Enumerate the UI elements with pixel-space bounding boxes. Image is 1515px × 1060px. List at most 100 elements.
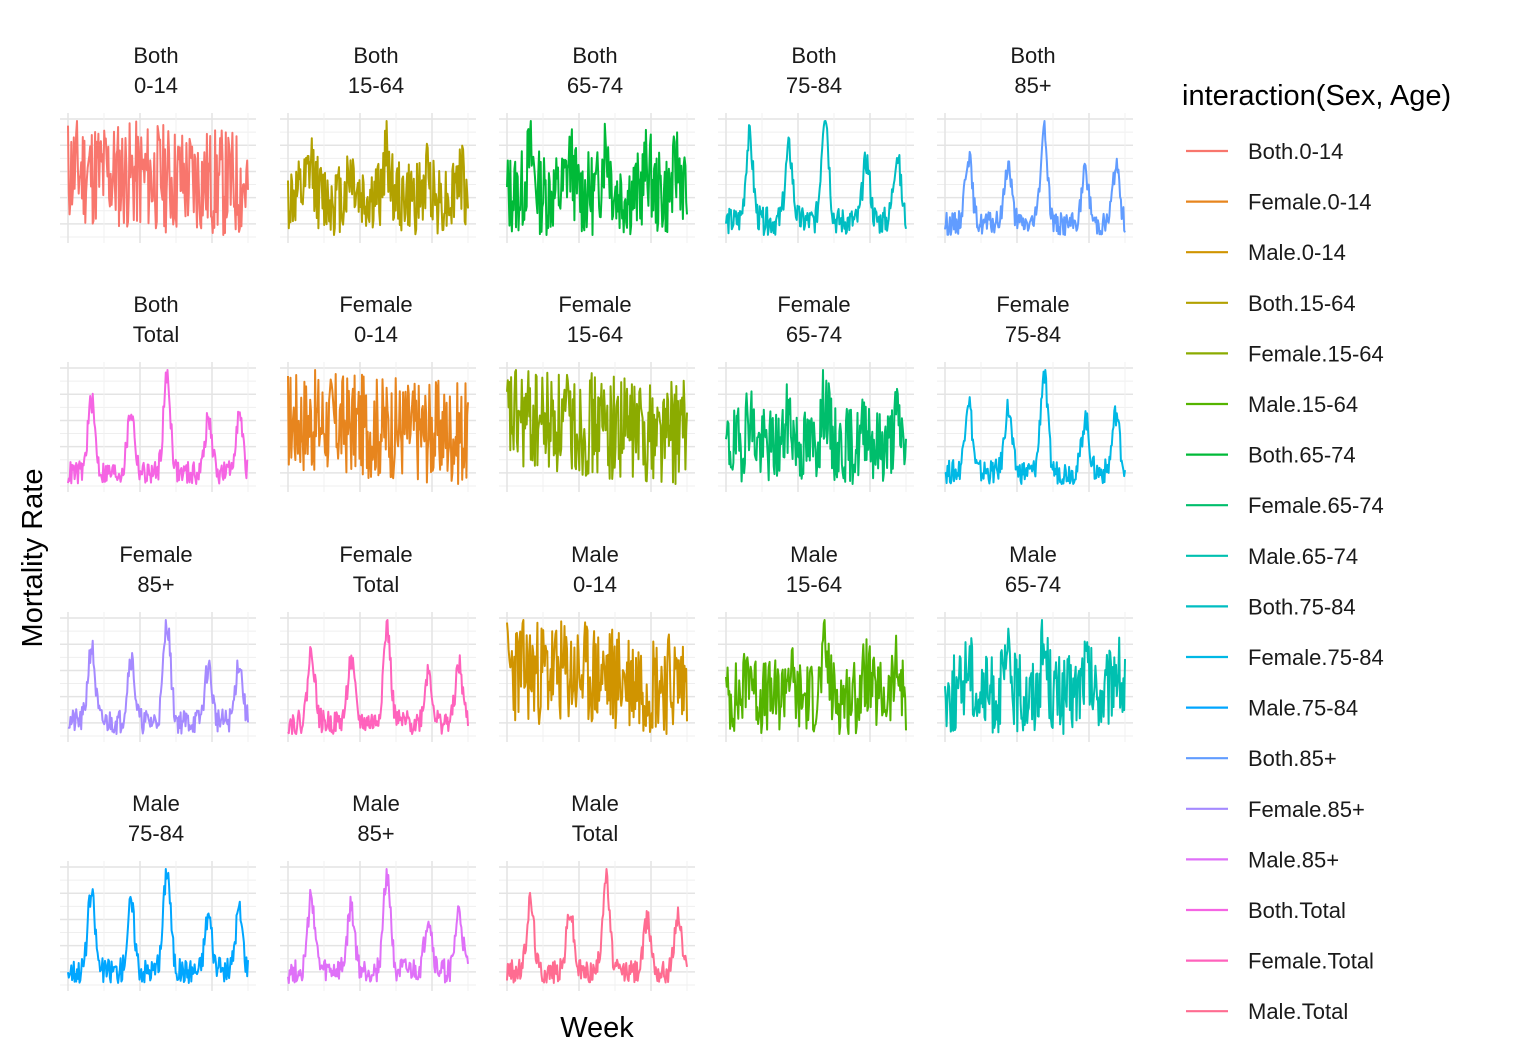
facet-sex-label: Female — [777, 292, 850, 317]
facet-panel: Both 65-74 — [499, 43, 695, 243]
facet-sex-label: Female — [339, 292, 412, 317]
legend-label: Both.0-14 — [1248, 139, 1343, 164]
facet-age-label: 75-84 — [786, 73, 842, 98]
facet-age-label: 65-74 — [567, 73, 623, 98]
facet-age-label: 15-64 — [786, 572, 842, 597]
facet-sex-label: Both — [353, 43, 398, 68]
facet-panel: Male 15-64 — [718, 542, 914, 742]
legend-label: Female.65-74 — [1248, 493, 1384, 518]
legend-entry: Female.65-74 — [1186, 493, 1384, 518]
series-line — [725, 369, 907, 485]
facet-sex-label: Male — [790, 542, 838, 567]
series-line — [67, 120, 249, 236]
facet-panel: Male 0-14 — [499, 542, 695, 742]
legend-entry: Male.15-64 — [1186, 392, 1358, 417]
legend-entry: Male.65-74 — [1186, 544, 1358, 569]
facet-age-label: 85+ — [137, 572, 174, 597]
legend-entry: Both.85+ — [1186, 746, 1337, 771]
facet-age-label: 15-64 — [567, 322, 623, 347]
facet-panels: Both 0-14 Both 15-64 Both 65-74 Both 75-84 Both 8… — [60, 43, 1133, 991]
legend-label: Male.65-74 — [1248, 544, 1358, 569]
series-line — [725, 120, 907, 236]
facet-sex-label: Both — [133, 292, 178, 317]
facet-panel: Male 65-74 — [937, 542, 1133, 742]
legend-entry: Male.75-84 — [1186, 696, 1358, 721]
series-line — [506, 120, 688, 236]
facet-panel: Male Total — [499, 791, 695, 991]
legend-label: Male.15-64 — [1248, 392, 1358, 417]
series-line — [506, 619, 688, 735]
legend-entry: Female.75-84 — [1186, 645, 1384, 670]
facet-sex-label: Male — [571, 542, 619, 567]
facet-sex-label: Female — [558, 292, 631, 317]
legend-entry: Male.85+ — [1186, 847, 1339, 872]
legend-label: Both.65-74 — [1248, 443, 1356, 468]
facet-age-label: 85+ — [357, 821, 394, 846]
facet-grid — [280, 113, 476, 243]
x-axis-title: Week — [560, 1012, 634, 1044]
series-line — [944, 369, 1126, 485]
legend-entry: Female.Total — [1186, 949, 1374, 974]
legend-label: Female.Total — [1248, 949, 1374, 974]
legend-label: Female.15-64 — [1248, 341, 1384, 366]
legend-entry: Both.0-14 — [1186, 139, 1343, 164]
facet-sex-label: Both — [133, 43, 178, 68]
facet-panel: Both 75-84 — [718, 43, 914, 243]
facet-panel: Female 85+ — [60, 542, 256, 742]
legend-entry: Both.65-74 — [1186, 443, 1356, 468]
legend-entry: Female.15-64 — [1186, 341, 1384, 366]
legend-title: interaction(Sex, Age) — [1182, 80, 1451, 112]
legend-label: Male.Total — [1248, 999, 1348, 1024]
legend-label: Male.0-14 — [1248, 240, 1346, 265]
facet-age-label: 0-14 — [354, 322, 398, 347]
facet-panel: Female 15-64 — [499, 292, 695, 492]
series-line — [287, 120, 469, 236]
legend-entry: Both.Total — [1186, 898, 1346, 923]
y-axis-title: Mortality Rate — [17, 469, 49, 648]
series-line — [67, 868, 249, 984]
legend-entry: Both.15-64 — [1186, 291, 1356, 316]
facet-sex-label: Male — [352, 791, 400, 816]
legend-label: Both.75-84 — [1248, 594, 1356, 619]
facet-age-label: 75-84 — [1005, 322, 1061, 347]
series-line — [944, 120, 1126, 236]
legend-entry: Both.75-84 — [1186, 594, 1356, 619]
facet-sex-label: Female — [339, 542, 412, 567]
facet-age-label: 15-64 — [348, 73, 404, 98]
facet-sex-label: Both — [1010, 43, 1055, 68]
legend-label: Female.75-84 — [1248, 645, 1384, 670]
facet-age-label: 85+ — [1014, 73, 1051, 98]
facet-panel: Male 85+ — [280, 791, 476, 991]
legend: interaction(Sex, Age) Both.0-14 Female.0-… — [1182, 80, 1451, 1024]
facet-sex-label: Male — [132, 791, 180, 816]
facet-sex-label: Both — [791, 43, 836, 68]
legend-label: Both.Total — [1248, 898, 1346, 923]
series-line — [506, 369, 688, 485]
facet-panel: Both 0-14 — [60, 43, 256, 243]
facet-panel: Female 75-84 — [937, 292, 1133, 492]
legend-entry: Female.85+ — [1186, 797, 1365, 822]
legend-label: Male.85+ — [1248, 847, 1339, 872]
legend-label: Both.85+ — [1248, 746, 1337, 771]
facet-panel: Female 65-74 — [718, 292, 914, 492]
series-line — [944, 619, 1126, 735]
legend-entry: Male.0-14 — [1186, 240, 1346, 265]
facet-sex-label: Female — [996, 292, 1069, 317]
facet-age-label: 65-74 — [786, 322, 842, 347]
legend-entry: Male.Total — [1186, 999, 1348, 1024]
facet-age-label: Total — [572, 821, 618, 846]
series-line — [67, 369, 249, 485]
facet-age-label: 0-14 — [134, 73, 178, 98]
legend-label: Female.0-14 — [1248, 190, 1372, 215]
series-line — [67, 619, 249, 735]
legend-label: Female.85+ — [1248, 797, 1365, 822]
series-line — [506, 868, 688, 984]
facet-sex-label: Male — [1009, 542, 1057, 567]
legend-label: Male.75-84 — [1248, 696, 1358, 721]
facet-age-label: Total — [133, 322, 179, 347]
facet-age-label: 75-84 — [128, 821, 184, 846]
series-line — [287, 369, 469, 485]
facet-panel: Both 85+ — [937, 43, 1133, 243]
facet-sex-label: Female — [119, 542, 192, 567]
